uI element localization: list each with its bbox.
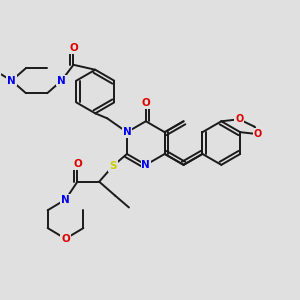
Text: O: O: [73, 159, 82, 169]
Text: N: N: [123, 127, 131, 137]
Text: N: N: [7, 76, 16, 85]
Text: S: S: [109, 161, 117, 171]
Text: O: O: [254, 129, 262, 139]
Text: N: N: [61, 194, 70, 205]
Text: O: O: [69, 43, 78, 53]
Text: O: O: [142, 98, 150, 108]
Text: O: O: [61, 234, 70, 244]
Text: O: O: [235, 114, 243, 124]
Text: N: N: [57, 76, 66, 85]
Text: N: N: [142, 160, 150, 170]
